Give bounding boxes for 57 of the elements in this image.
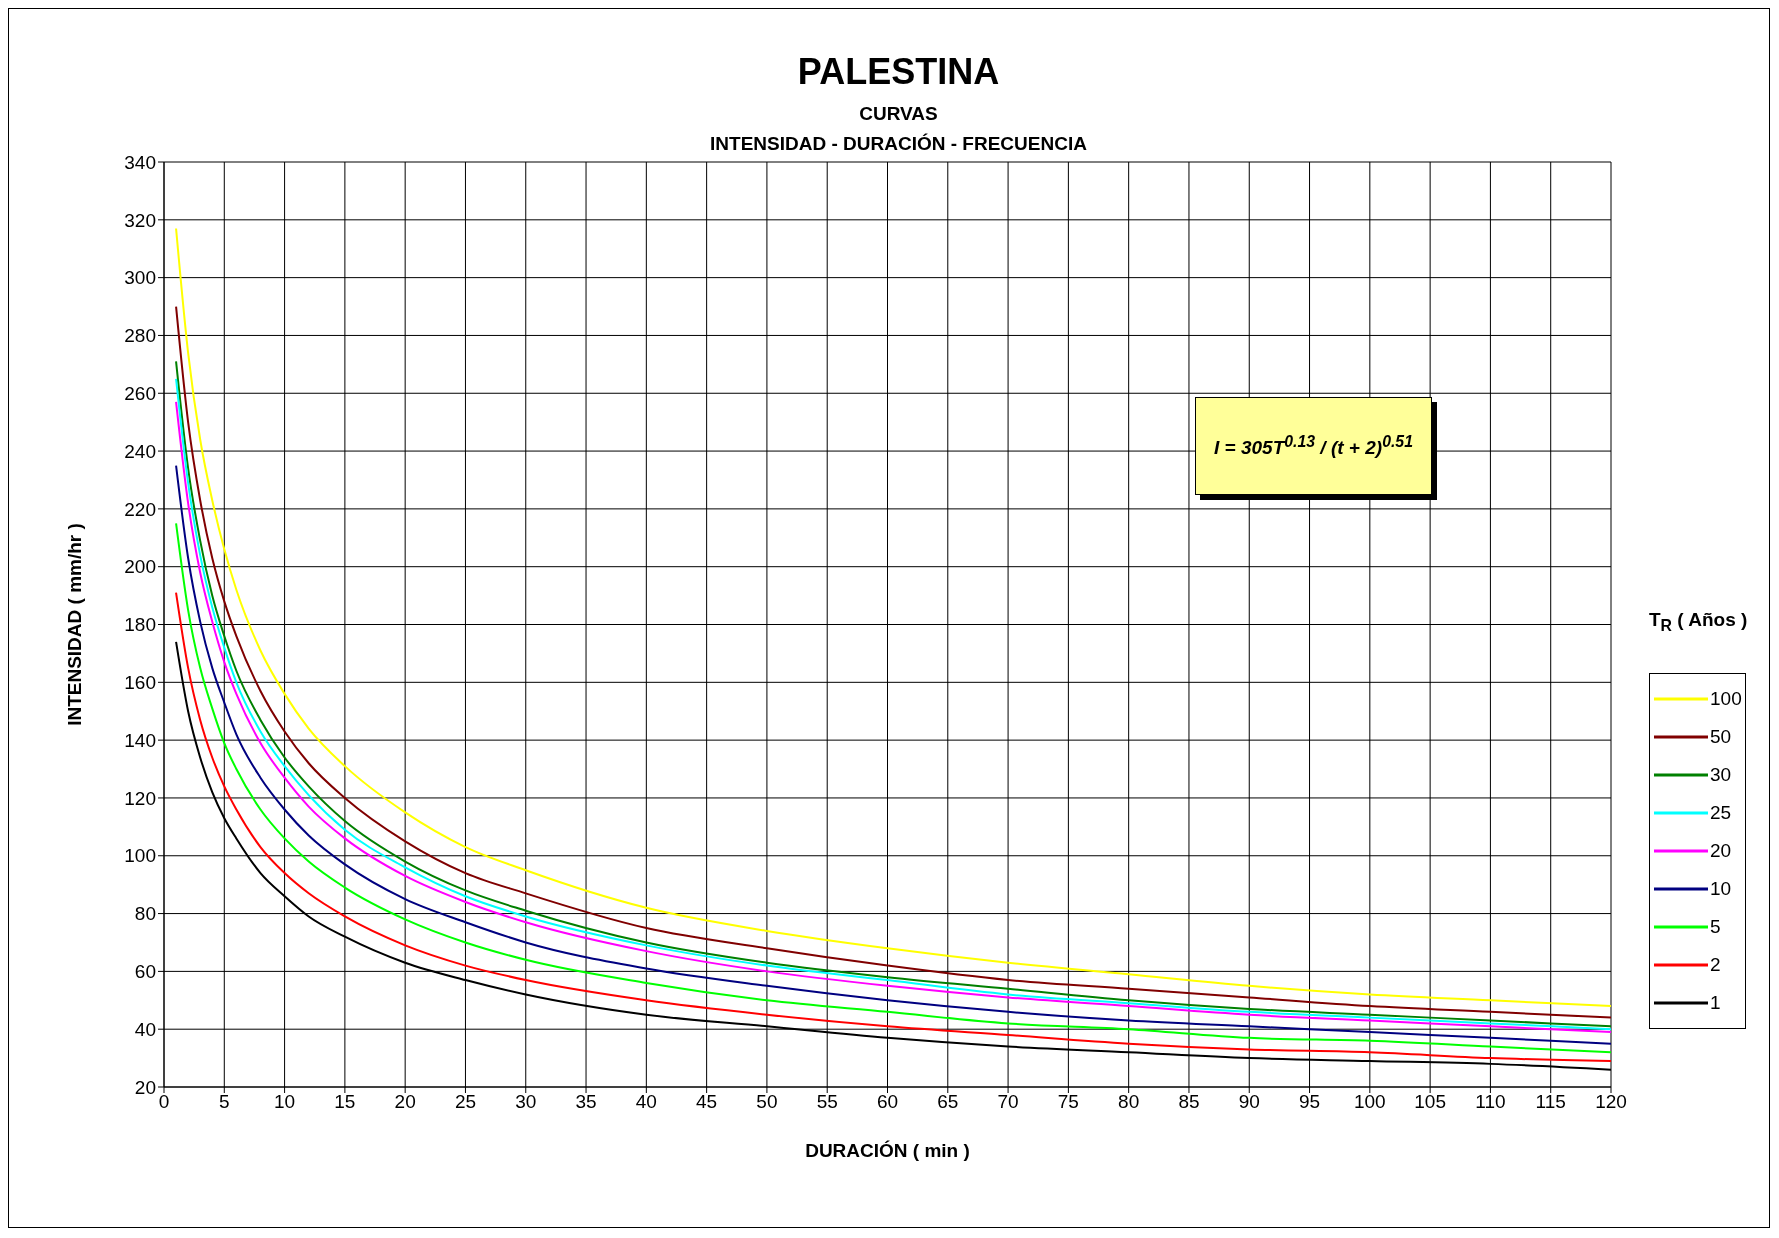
y-tick-label: 220: [124, 498, 156, 520]
y-tick-label: 100: [124, 845, 156, 867]
x-tick-label: 60: [876, 1091, 899, 1113]
x-tick-label: 110: [1475, 1091, 1506, 1113]
y-tick-label: 180: [124, 614, 156, 636]
y-tick-label: 320: [124, 209, 156, 231]
x-tick-label: 100: [1353, 1091, 1386, 1113]
x-tick-label: 75: [1057, 1091, 1079, 1113]
y-axis-title: INTENSIDAD ( mm/hr ): [63, 523, 85, 726]
x-tick-label: 95: [1298, 1091, 1321, 1113]
legend-label: 100: [1710, 688, 1742, 710]
legend-label: 5: [1710, 916, 1721, 938]
legend-label: 30: [1710, 764, 1732, 786]
legend-label: 20: [1710, 840, 1732, 862]
y-tick-label: 340: [124, 151, 156, 173]
y-tick-label: 80: [134, 903, 156, 925]
chart-subtitle: CURVAS INTENSIDAD - DURACIÓN - FRECUENCIA: [710, 103, 1087, 154]
legend-title: T$_{R}$ ( Años ): [1649, 609, 1749, 635]
x-tick-label: 65: [937, 1091, 959, 1113]
x-tick-label: 5: [219, 1091, 230, 1113]
x-tick-label: 85: [1178, 1091, 1200, 1113]
x-tick-label: 55: [816, 1091, 838, 1113]
x-tick-label: 35: [575, 1091, 597, 1113]
y-tick-label: 240: [124, 440, 156, 462]
x-tick-label: 80: [1118, 1091, 1140, 1113]
x-tick-label: 45: [696, 1091, 718, 1113]
x-tick-label: 25: [454, 1091, 477, 1113]
x-tick-label: 115: [1535, 1091, 1566, 1113]
chart-title: PALESTINA: [796, 51, 1001, 93]
x-tick-label: 0: [158, 1091, 170, 1113]
y-tick-label: 260: [124, 382, 156, 404]
legend-label: 2: [1710, 954, 1721, 976]
x-tick-label: 90: [1238, 1091, 1260, 1113]
annotation: I = 305T$^{0.13}$ / (t + 2)$^{0.51}$: [1214, 432, 1413, 460]
y-tick-label: 140: [124, 729, 156, 751]
x-tick-label: 10: [274, 1091, 296, 1113]
y-tick-label: 20: [134, 1076, 156, 1098]
x-tick-label: 15: [334, 1091, 356, 1113]
x-tick-label: 50: [756, 1091, 778, 1113]
x-tick-label: 30: [515, 1091, 537, 1113]
y-tick-label: 300: [124, 267, 156, 289]
legend-label: 10: [1710, 878, 1732, 900]
x-tick-label: 70: [997, 1091, 1019, 1113]
y-tick-label: 120: [124, 787, 156, 809]
x-tick-label: 40: [635, 1091, 657, 1113]
legend-label: 50: [1710, 726, 1732, 748]
y-tick-label: 60: [134, 961, 156, 983]
y-tick-label: 40: [134, 1018, 156, 1040]
y-tick-label: 200: [124, 556, 156, 578]
legend-label: 1: [1710, 992, 1721, 1014]
legend-label: 25: [1710, 802, 1732, 824]
y-tick-label: 280: [124, 325, 156, 347]
x-tick-label: 20: [394, 1091, 416, 1113]
x-tick-label: 105: [1414, 1091, 1446, 1113]
y-tick-label: 160: [124, 672, 156, 694]
x-tick-label: 120: [1595, 1091, 1627, 1113]
x-axis-title: DURACIÓN ( min ): [805, 1140, 970, 1161]
